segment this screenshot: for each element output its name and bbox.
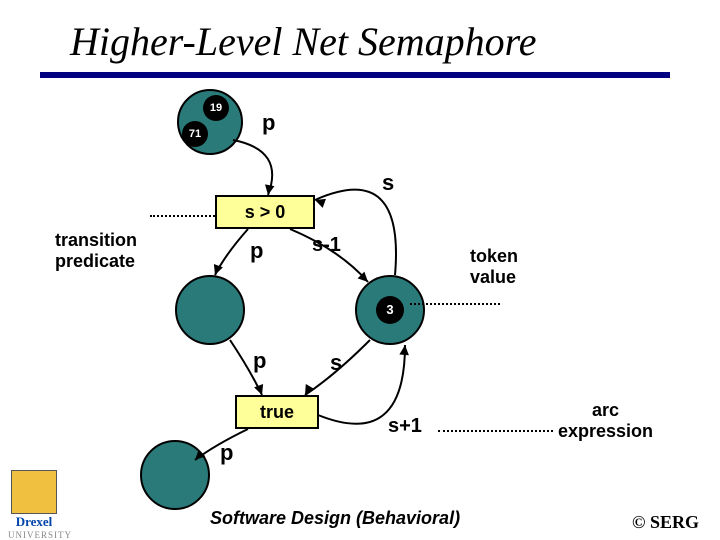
- annotation-transition-predicate-line: [150, 215, 215, 217]
- annotation-transition-predicate: transition predicate: [55, 230, 137, 272]
- footer-copyright: © SERG: [632, 512, 699, 533]
- transition-top-label: s > 0: [245, 202, 286, 222]
- arc-label-s-minus1: s-1: [312, 234, 341, 257]
- transition-bottom: true: [235, 395, 319, 429]
- dragon-icon: [11, 470, 57, 514]
- university-logo: Drexel UNIVERSITY: [8, 470, 60, 540]
- annotation-arc-expression: arc expression: [558, 400, 653, 442]
- logo-sub: UNIVERSITY: [8, 530, 60, 540]
- transition-top: s > 0: [215, 195, 315, 229]
- annotation-token-value: token value: [470, 246, 518, 288]
- transition-bottom-label: true: [260, 402, 294, 422]
- arc-label-p-low: p: [253, 348, 266, 374]
- arc-label-s-plus1: s+1: [388, 415, 422, 438]
- token-3: 3: [376, 296, 404, 324]
- footer-caption: Software Design (Behavioral): [210, 508, 460, 529]
- arc-label-s-low: s: [330, 350, 342, 376]
- token-19: 19: [203, 95, 229, 121]
- arc-label-s-top: s: [382, 170, 394, 196]
- annotation-token-value-line: [410, 303, 500, 305]
- slide: Higher-Level Net Semaphore 19 71 3 s > 0…: [0, 0, 720, 540]
- arc-label-p-bot: p: [220, 440, 233, 466]
- logo-name: Drexel: [8, 514, 60, 530]
- annotation-arc-expression-line: [438, 430, 553, 432]
- arc-label-p-mid: p: [250, 238, 263, 264]
- arc-label-p-top: p: [262, 110, 275, 136]
- token-71: 71: [182, 121, 208, 147]
